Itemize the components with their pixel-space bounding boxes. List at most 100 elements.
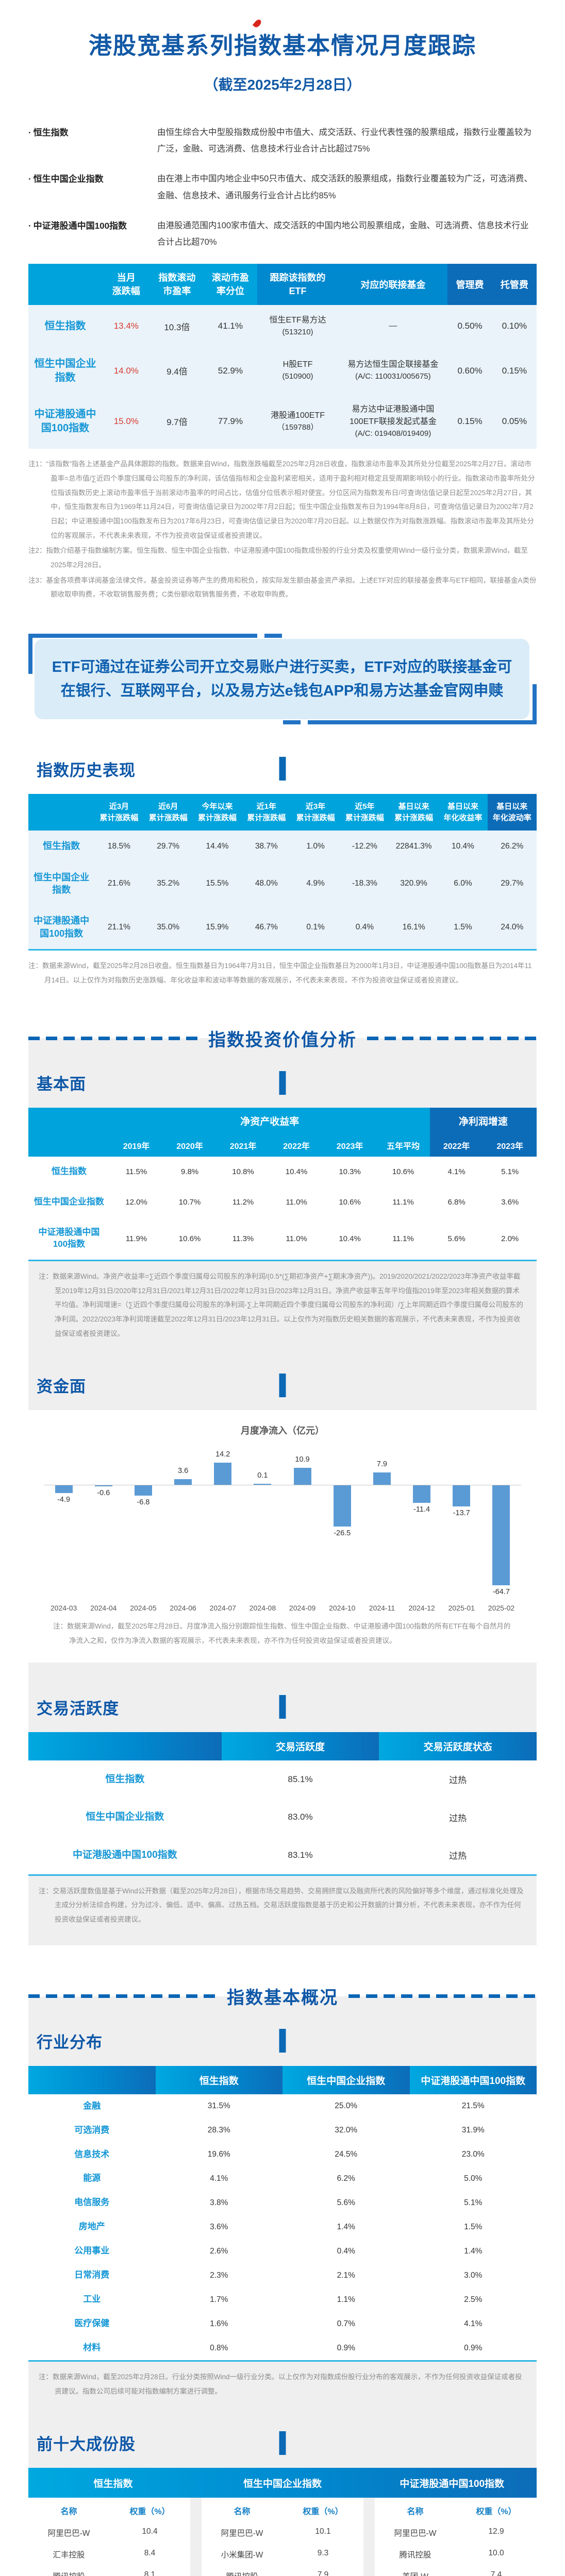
header-cell: 2023年 <box>483 1134 537 1157</box>
bullet-dot-icon: · <box>28 221 31 231</box>
flow-bar <box>55 1485 73 1494</box>
value-cell: 5.6% <box>429 1217 484 1261</box>
section-header-activity: 交易活跃度 <box>28 1695 537 1719</box>
table-row: 阿里巴巴-W 10.1 <box>202 2522 363 2544</box>
top10-subheader: 名称 权重（%） <box>202 2498 363 2522</box>
header-group-profit-growth: 净利润增速 <box>429 1108 537 1134</box>
stock-name: 小米集团-W <box>221 2551 263 2560</box>
pe-percentile: 41.1% <box>204 305 257 348</box>
table-row: 腾讯控股 8.1 <box>28 2565 190 2576</box>
header-cell: 近1年 累计涨跌幅 <box>242 793 291 831</box>
section-header-history: 指数历史表现 <box>28 757 537 781</box>
section-title: 前十大成份股 <box>37 2435 136 2454</box>
x-tick-label: 2025-01 <box>448 1604 475 1613</box>
callout-bottom-line <box>308 720 537 724</box>
value-cell: 10.6% <box>323 1187 377 1218</box>
page-title-part1: 港股宽基系列 <box>88 32 234 59</box>
value-cell: 10.8% <box>216 1157 270 1188</box>
value-cell: 10.4% <box>270 1157 323 1188</box>
header-cell: 恒生指数 <box>155 2065 282 2094</box>
bar-column: -13.7 <box>442 1446 481 1601</box>
bar-column: 3.6 <box>163 1446 203 1601</box>
flow-bar <box>373 1472 391 1485</box>
bar-column: -6.8 <box>123 1446 163 1601</box>
table-row: 房地产 3.6% 1.4% 1.5% <box>28 2215 537 2240</box>
divider-value-analysis: 指数投资价值分析 <box>0 1023 565 1053</box>
industry-name: 房地产 <box>28 2215 156 2240</box>
table-row: 公用事业 2.6% 0.4% 1.4% <box>28 2239 537 2264</box>
x-tick-label: 2025-02 <box>488 1604 515 1613</box>
value-cell: 31.9% <box>409 2118 537 2143</box>
table-row: 恒生指数 18.5% 29.7% 14.4% 38.7% 1.0% -12.2%… <box>28 831 537 862</box>
page-title-part2: 数基本情况月度跟踪 <box>258 32 477 59</box>
value-cell: 3.8% <box>155 2191 282 2215</box>
flow-bar <box>492 1485 510 1586</box>
value-cell: 11.1% <box>376 1217 430 1261</box>
stock-weight: 7.9 <box>317 2570 329 2576</box>
bar-column: -0.6 <box>84 1446 123 1601</box>
section-bar-icon <box>279 1695 286 1719</box>
index-name: 中证港股通中国100指数 <box>28 1217 110 1261</box>
pe-percentile: 52.9% <box>204 347 257 394</box>
bullet-dot-icon: · <box>28 174 31 184</box>
header-cell: 当月 涨跌幅 <box>102 264 151 306</box>
stock-name: 腾讯控股 <box>202 2570 282 2576</box>
etf-cell: 港股通100ETF （159788） <box>257 394 339 449</box>
flow-bar <box>254 1484 272 1485</box>
note-text: 注：数据来源Wind，截至2025年2月28日收盘。恒生指数基日为1964年7月… <box>28 961 532 984</box>
intro-label: · 恒生指数 <box>28 124 157 157</box>
top10-header-bar: 恒生指数 恒生中国企业指数 中证港股通中国100指数 <box>28 2468 537 2498</box>
callout-top-dash <box>264 633 282 638</box>
stock-weight: 10.0 <box>488 2549 504 2558</box>
index-name: 恒生中国企业指数 <box>28 861 95 906</box>
header-cell: 基日以来 年化收益率 <box>438 793 488 831</box>
value-cell: 3.0% <box>409 2263 537 2288</box>
callout-text: ETF可通过在证券公司开立交易账户进行买卖，ETF对应的联接基金可在银行、互联网… <box>52 658 512 699</box>
note-text: 注3：基金各项费率详阅基金法律文件。基金投资证券等产生的费用和税负，按实际发生额… <box>28 576 537 599</box>
header-cell-empty <box>28 793 95 831</box>
monthly-change: 15.0% <box>102 394 151 449</box>
flow-bar <box>293 1468 311 1485</box>
stock-name: 腾讯控股 <box>28 2570 109 2576</box>
list-item: · 恒生指数 由恒生综合大中型股指数成份股中市值大、成交活跃、行业代表性强的股票组… <box>28 124 537 157</box>
table-row: 阿里巴巴-W 12.9 <box>375 2522 537 2544</box>
page-subtitle: （截至2025年2月28日） <box>204 77 361 93</box>
callout-top-line <box>28 633 257 638</box>
industry-table: 恒生指数 恒生中国企业指数 中证港股通中国100指数 金融 31.5% 25.0% 2… <box>28 2065 537 2362</box>
flow-bar <box>174 1479 192 1485</box>
value-cell: 1.4% <box>409 2239 537 2264</box>
bar-column: -64.7 <box>481 1446 521 1601</box>
flow-bar <box>214 1463 232 1485</box>
pe-ratio: 9.4倍 <box>150 347 204 394</box>
index-name: 中证港股通中国100指数 <box>28 905 95 950</box>
custody-fee: 0.15% <box>492 347 537 394</box>
section-header-funds-flow: 资金面 <box>28 1373 537 1397</box>
index-name: 恒生指数 <box>28 305 102 348</box>
note-text: 注2：指数介绍基于指数编制方案。恒生指数、恒生中国企业指数、中证港股通中国100… <box>28 547 528 569</box>
col-header-name: 名称 <box>60 2507 77 2517</box>
top10-index-title: 恒生指数 <box>93 2478 133 2489</box>
bar-value-label: 7.9 <box>376 1460 387 1469</box>
table-row: 恒生指数 13.4% 10.3倍 41.1% 恒生ETF易方达 (513210) … <box>28 305 537 348</box>
x-tick-label: 2024-06 <box>170 1604 196 1613</box>
activity-value: 83.0% <box>221 1798 379 1836</box>
list-item: · 中证港股通中国100指数 由港股通范围内100家市值大、成交活跃的中国内地公司… <box>28 217 537 250</box>
dash-line-icon <box>28 1036 198 1040</box>
value-cell: -12.2% <box>340 831 390 862</box>
x-axis-labels: 2024-03 2024-04 2024-05 2024-06 2024-07 2024-… <box>44 1604 521 1612</box>
header-cell: 跟踪该指数的 ETF <box>257 264 339 306</box>
stock-weight: 9.3 <box>317 2549 329 2558</box>
bar-value-label: 0.1 <box>257 1471 268 1480</box>
value-cell: 14.4% <box>192 831 242 862</box>
feeder-cell: 易方达恒生国企联接基金 (A/C: 110031/005675) <box>338 347 448 394</box>
callout-left-line <box>28 633 32 674</box>
table-row: 阿里巴巴-W 10.4 <box>28 2522 190 2544</box>
stock-name: 阿里巴巴-W <box>221 2529 263 2538</box>
section-bar-icon <box>279 757 286 781</box>
header-cell: 托管费 <box>492 264 537 306</box>
value-cell: 0.8% <box>155 2336 282 2361</box>
callout-right-line <box>533 684 537 724</box>
activity-value: 83.1% <box>221 1836 379 1875</box>
table-row: 小米集团-W 9.3 <box>202 2544 363 2565</box>
